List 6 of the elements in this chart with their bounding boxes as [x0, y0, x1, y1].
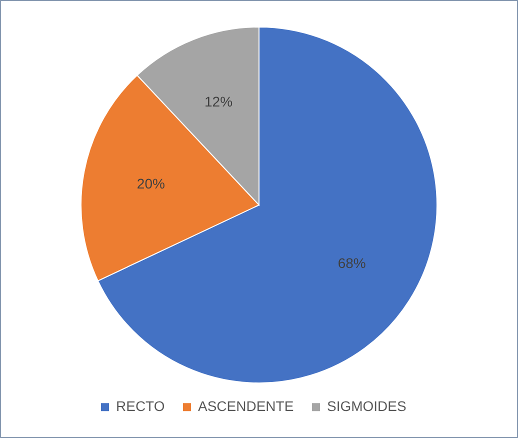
legend-label: SIGMOIDES	[327, 398, 406, 414]
legend-label: RECTO	[116, 398, 165, 414]
legend-label: ASCENDENTE	[198, 398, 294, 414]
data-label: 12%	[204, 94, 233, 110]
data-label: 20%	[136, 175, 165, 192]
data-label: 68%	[338, 254, 366, 271]
